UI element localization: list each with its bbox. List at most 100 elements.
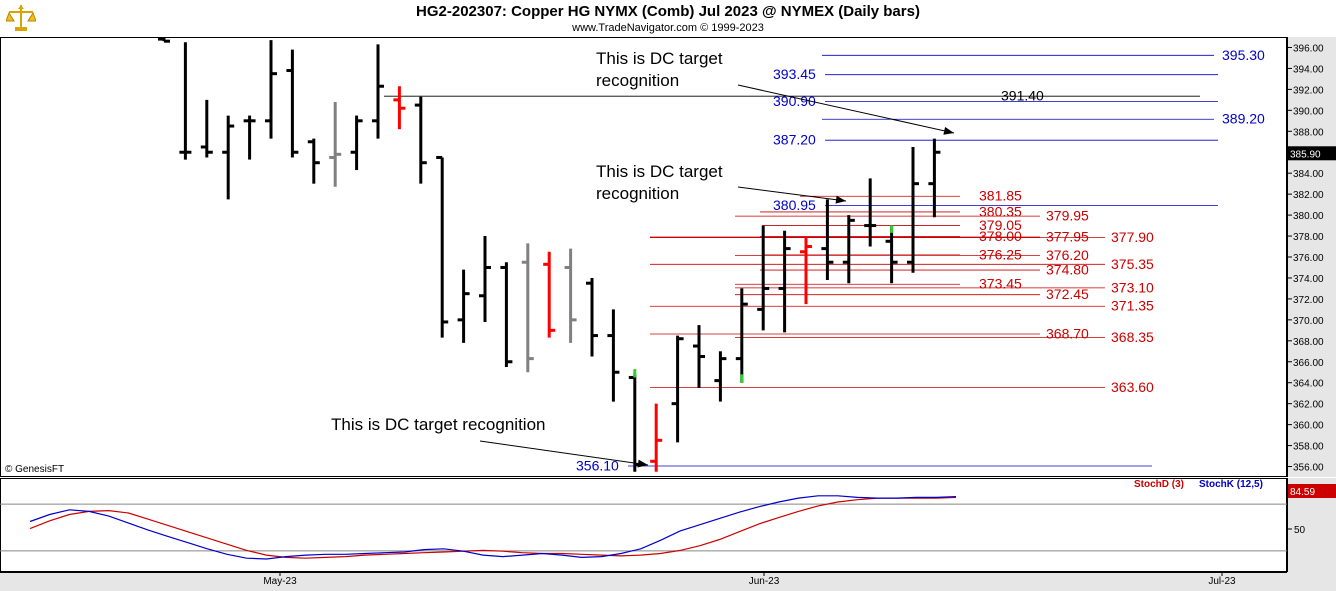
level-label-391.40: 391.40 [1001, 88, 1044, 104]
price-bar [436, 155, 449, 338]
price-bar [521, 243, 534, 373]
level-label-368.70: 368.70 [1046, 325, 1089, 341]
level-label-378.00: 378.00 [979, 228, 1022, 244]
level-label-374.80: 374.80 [1046, 262, 1089, 278]
price-bar [735, 288, 748, 383]
price-bar [864, 178, 877, 247]
stoch-series-d [29, 496, 957, 559]
price-bar [607, 309, 620, 402]
annotation-text: This is DC target [596, 162, 723, 181]
price-bar [693, 325, 705, 388]
price-bar [179, 42, 192, 160]
level-label-373.45: 373.45 [979, 276, 1022, 292]
stoch-legend-d: StochD (3) [1134, 479, 1184, 490]
y-tick-label: 378.00 [1293, 232, 1324, 243]
price-bar [457, 269, 470, 343]
annotation-arrow-line [479, 440, 649, 466]
level-label-363.60: 363.60 [1111, 379, 1154, 395]
y-tick-label: 388.00 [1293, 127, 1324, 138]
price-bar [372, 44, 384, 139]
price-bar [757, 225, 770, 331]
y-tick-label: 372.00 [1293, 295, 1324, 306]
level-label-373.10: 373.10 [1111, 279, 1154, 295]
level-label-372.45: 372.45 [1046, 286, 1089, 302]
price-bar [265, 40, 277, 139]
price-bar [243, 115, 256, 160]
price-bar [329, 101, 342, 187]
annotation-text: This is DC target [596, 49, 723, 68]
annotation-arrow-line [737, 186, 847, 202]
price-bar [885, 225, 898, 284]
price-bar [586, 277, 598, 357]
y-tick-label: 382.00 [1293, 190, 1324, 201]
price-bar [158, 37, 170, 43]
price-bar [350, 115, 363, 171]
level-label-379.05: 379.05 [979, 217, 1022, 233]
annotation-text: This is DC target recognition [331, 415, 545, 434]
watermark: © GenesisFT [5, 464, 64, 475]
annotation-text: recognition [596, 71, 679, 90]
price-bar [650, 403, 663, 472]
level-label-376.25: 376.25 [979, 246, 1022, 262]
y-tick-label: 396.00 [1293, 43, 1324, 54]
price-bar [543, 251, 556, 338]
x-tick-label: Jul-23 [1208, 576, 1236, 587]
last-price-label: 385.90 [1290, 149, 1321, 160]
stoch-y-tick-label: 50 [1294, 525, 1306, 536]
price-bar [393, 86, 406, 130]
y-tick-label: 392.00 [1293, 85, 1324, 96]
price-bar [842, 215, 855, 284]
level-label-381.85: 381.85 [979, 188, 1022, 204]
y-tick-label: 384.00 [1293, 169, 1324, 180]
level-label-368.35: 368.35 [1111, 329, 1154, 345]
price-axis-panel [1287, 37, 1336, 477]
level-label-371.35: 371.35 [1111, 298, 1154, 314]
price-bar [564, 248, 577, 343]
level-label-389.20: 389.20 [1222, 111, 1265, 127]
price-pane [0, 37, 1287, 477]
price-bar [500, 262, 513, 367]
price-bar [307, 138, 320, 184]
x-tick-label: May-23 [263, 576, 297, 587]
last-price-badge [1288, 146, 1336, 161]
annotation-arrow-head-icon [943, 126, 954, 135]
level-label-377.95: 377.95 [1046, 229, 1089, 245]
level-label-395.30: 395.30 [1222, 47, 1265, 63]
y-tick-label: 362.00 [1293, 400, 1324, 411]
y-tick-label: 368.00 [1293, 337, 1324, 348]
chart-header: HG2-202307: Copper HG NYMX (Comb) Jul 20… [0, 0, 1336, 37]
price-bar [928, 138, 941, 218]
price-bar [671, 335, 684, 443]
y-tick-label: 364.00 [1293, 379, 1324, 390]
price-bar [222, 115, 235, 200]
price-bar [200, 99, 213, 158]
price-bar [821, 199, 834, 281]
level-label-379.95: 379.95 [1046, 208, 1089, 224]
price-bar [479, 236, 491, 322]
x-tick-label: Jun-23 [749, 576, 780, 587]
stoch-legend-k: StochK (12,5) [1199, 479, 1263, 490]
stoch-pane [0, 478, 1287, 572]
price-bar [414, 96, 427, 184]
price-bar [714, 351, 727, 402]
level-label-390.90: 390.90 [773, 93, 816, 109]
price-bar [907, 147, 919, 273]
y-tick-label: 370.00 [1293, 316, 1324, 327]
level-label-377.90: 377.90 [1111, 229, 1154, 245]
level-label-380.95: 380.95 [773, 197, 816, 213]
annotation-arrow-line [737, 84, 955, 134]
y-tick-label: 360.00 [1293, 421, 1324, 432]
y-tick-label: 390.00 [1293, 106, 1324, 117]
level-label-393.45: 393.45 [773, 66, 816, 82]
stoch-last-label: 84.59 [1290, 487, 1315, 498]
y-tick-label: 356.00 [1293, 463, 1324, 474]
x-axis-panel [0, 572, 1336, 591]
level-label-387.20: 387.20 [773, 132, 816, 148]
level-label-380.35: 380.35 [979, 203, 1022, 219]
chart-subtitle: www.TradeNavigator.com © 1999-2023 [572, 22, 764, 34]
level-label-356.10: 356.10 [576, 457, 619, 473]
level-label-376.20: 376.20 [1046, 247, 1089, 263]
y-tick-label: 374.00 [1293, 274, 1324, 285]
price-bar [778, 230, 791, 333]
